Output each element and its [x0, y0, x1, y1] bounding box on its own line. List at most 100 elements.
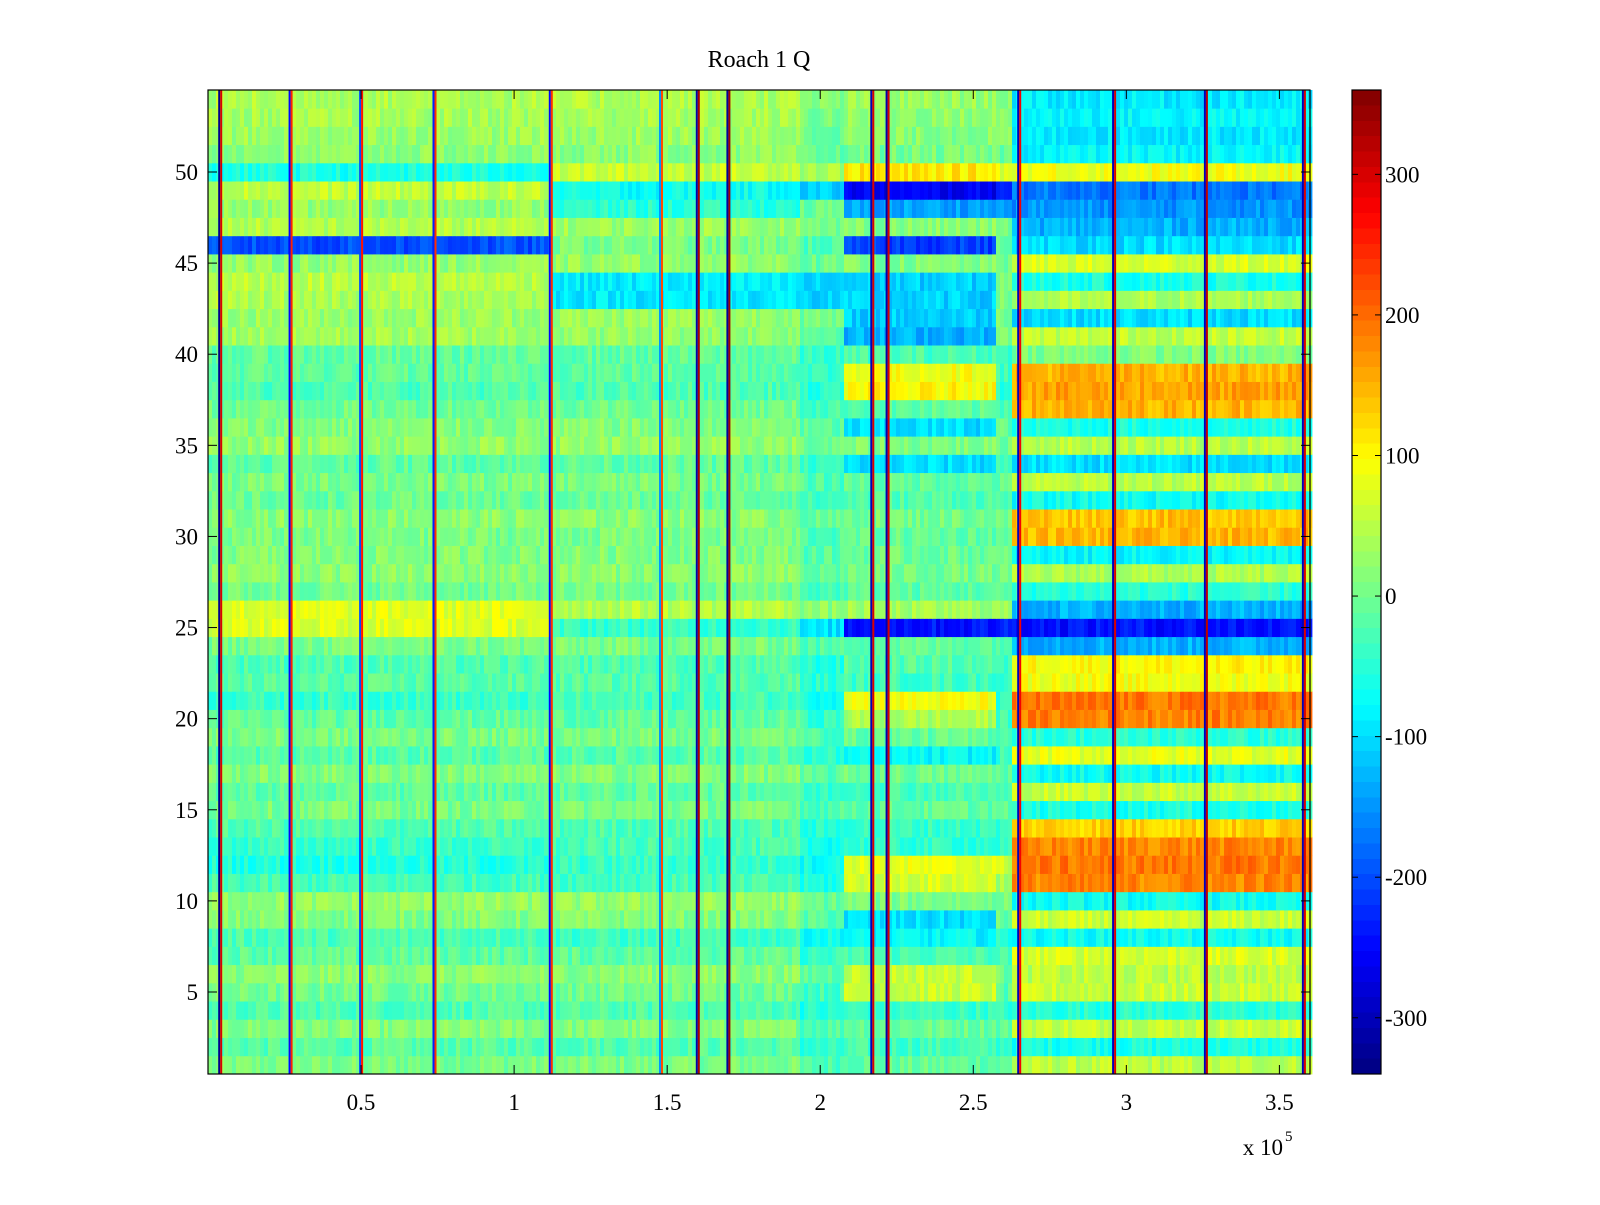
- heatmap-cell: [984, 891, 989, 911]
- heatmap-cell: [1228, 746, 1233, 765]
- heatmap-cell: [936, 1001, 941, 1020]
- heatmap-cell: [492, 964, 497, 984]
- heatmap-cell: [244, 782, 249, 802]
- heatmap-cell: [648, 764, 653, 783]
- heatmap-cell: [356, 928, 361, 947]
- heatmap-cell: [992, 855, 997, 874]
- heatmap-cell: [656, 782, 661, 802]
- heatmap-cell: [800, 964, 805, 984]
- heatmap-cell: [796, 1019, 801, 1038]
- heatmap-cell: [344, 782, 349, 802]
- heatmap-cell: [316, 891, 321, 911]
- heatmap-cell: [1100, 800, 1105, 820]
- heatmap-cell: [540, 764, 545, 783]
- heatmap-cell: [1148, 1037, 1153, 1057]
- heatmap-cell: [492, 1055, 497, 1075]
- heatmap-cell: [336, 964, 341, 984]
- heatmap-cell: [248, 764, 253, 783]
- heatmap-cell: [936, 1037, 941, 1057]
- heatmap-cell: [800, 746, 805, 765]
- heatmap-cell: [1080, 1055, 1085, 1075]
- heatmap-cell: [224, 1019, 229, 1038]
- heatmap-cell: [784, 964, 789, 984]
- heatmap-cell: [1044, 837, 1049, 856]
- heatmap-cell: [436, 818, 441, 838]
- heatmap-cell: [416, 891, 421, 911]
- heatmap-cell: [844, 964, 849, 984]
- heatmap-cell: [328, 873, 333, 893]
- heatmap-cell: [244, 982, 249, 1002]
- heatmap-cell: [412, 837, 417, 856]
- heatmap-cell: [464, 1001, 469, 1020]
- heatmap-cell: [368, 855, 373, 874]
- heatmap-cell: [1164, 1001, 1169, 1020]
- heatmap-cell: [536, 764, 541, 783]
- heatmap-cell: [1096, 764, 1101, 783]
- heatmap-cell: [812, 818, 817, 838]
- heatmap-cell: [824, 1037, 829, 1057]
- heatmap-cell: [1276, 946, 1281, 966]
- heatmap-cell: [788, 910, 793, 929]
- heatmap-cell: [624, 910, 629, 929]
- heatmap-cell: [1184, 928, 1189, 947]
- heatmap-cell: [1292, 928, 1297, 947]
- heatmap-cell: [560, 928, 565, 947]
- heatmap-cell: [812, 910, 817, 929]
- heatmap-cell: [960, 891, 965, 911]
- heatmap-cell: [940, 1037, 945, 1057]
- heatmap-cell: [564, 1037, 569, 1057]
- heatmap-cell: [752, 1055, 757, 1075]
- heatmap-cell: [1292, 891, 1297, 911]
- heatmap-cell: [1136, 891, 1141, 911]
- heatmap-cell: [212, 1019, 217, 1038]
- heatmap-cell: [812, 855, 817, 874]
- heatmap-cell: [352, 1055, 357, 1075]
- heatmap-cell: [788, 782, 793, 802]
- heatmap-cell: [472, 891, 477, 911]
- heatmap-cell: [376, 964, 381, 984]
- heatmap-cell: [1260, 855, 1265, 874]
- heatmap-cell: [1188, 746, 1193, 765]
- heatmap-cell: [1020, 873, 1025, 893]
- heatmap-cell: [788, 982, 793, 1002]
- heatmap-cell: [1180, 800, 1185, 820]
- heatmap-cell: [1264, 800, 1269, 820]
- heatmap-cell: [384, 800, 389, 820]
- heatmap-cell: [400, 837, 405, 856]
- heatmap-cell: [448, 1001, 453, 1020]
- heatmap-cell: [364, 764, 369, 783]
- heatmap-cell: [920, 837, 925, 856]
- heatmap-cell: [1128, 746, 1133, 765]
- heatmap-cell: [1072, 855, 1077, 874]
- heatmap-cell: [1092, 746, 1097, 765]
- heatmap-cell: [552, 891, 557, 911]
- heatmap-cell: [892, 910, 897, 929]
- heatmap-cell: [1116, 764, 1121, 783]
- heatmap-cell: [332, 746, 337, 765]
- heatmap-cell: [420, 837, 425, 856]
- heatmap-cell: [644, 818, 649, 838]
- heatmap-cell: [1268, 1001, 1273, 1020]
- heatmap-cell: [276, 837, 281, 856]
- heatmap-cell: [468, 800, 473, 820]
- heatmap-cell: [512, 1037, 517, 1057]
- heatmap-cell: [488, 855, 493, 874]
- heatmap-cell: [616, 837, 621, 856]
- heatmap-cell: [412, 764, 417, 783]
- heatmap-cell: [1272, 928, 1277, 947]
- heatmap-cell: [232, 910, 237, 929]
- heatmap-cell: [536, 1055, 541, 1075]
- heatmap-cell: [1256, 855, 1261, 874]
- heatmap-cell: [404, 746, 409, 765]
- heatmap-cell: [912, 873, 917, 893]
- heatmap-cell: [904, 782, 909, 802]
- heatmap-cell: [276, 1019, 281, 1038]
- heatmap-cell: [328, 746, 333, 765]
- heatmap-cell: [484, 764, 489, 783]
- heatmap-cell: [512, 746, 517, 765]
- heatmap-cell: [768, 873, 773, 893]
- heatmap-cell: [1000, 946, 1005, 966]
- heatmap-cell: [652, 928, 657, 947]
- heatmap-cell: [1276, 837, 1281, 856]
- heatmap-cell: [972, 764, 977, 783]
